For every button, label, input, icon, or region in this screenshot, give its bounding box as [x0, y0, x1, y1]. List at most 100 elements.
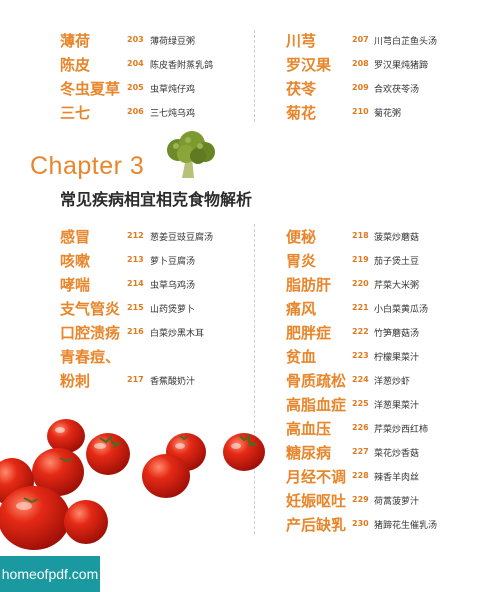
entry-name: 肥胖症 — [286, 324, 332, 342]
entry-name: 口腔溃疡 — [60, 324, 121, 342]
index-entry[interactable]: 支气管炎 215 山药煲萝卜 — [60, 298, 250, 322]
index-entry[interactable]: 糖尿病 227 菜花炒香菇 — [286, 442, 486, 466]
entry-recipe: 川芎白芷鱼头汤 — [374, 37, 438, 47]
index-entry[interactable]: 哮喘 214 虫草乌鸡汤 — [60, 274, 250, 298]
entry-page-number: 223 — [352, 351, 369, 360]
entry-recipe: 小白菜黄瓜汤 — [374, 305, 429, 315]
entry-name: 骨质疏松 — [286, 372, 347, 390]
entry-recipe: 柠檬果菜汁 — [374, 353, 420, 363]
entry-recipe: 荷蒿菠萝汁 — [374, 497, 420, 507]
entry-name: 罗汉果 — [286, 56, 332, 74]
entry-name: 胃炎 — [286, 252, 317, 270]
entry-recipe: 葱姜豆豉豆腐汤 — [150, 233, 214, 243]
entry-recipe: 罗汉果炖猪蹄 — [374, 61, 429, 71]
entry-page-number: 212 — [127, 231, 144, 240]
entry-name: 菊花 — [286, 104, 317, 122]
index-entry[interactable]: 骨质疏松 224 洋葱炒虾 — [286, 370, 486, 394]
index-entry[interactable]: 高脂血症 225 洋葱果菜汁 — [286, 394, 486, 418]
entry-recipe: 芹菜炒西红柿 — [374, 425, 429, 435]
broccoli-image — [167, 131, 215, 178]
entry-page-number: 226 — [352, 423, 369, 432]
entry-name: 茯苓 — [286, 80, 317, 98]
entry-recipe: 辣香羊肉丝 — [374, 473, 420, 483]
entry-name: 青春痘、 — [60, 348, 121, 366]
index-entry[interactable]: 陈皮 204 陈皮香附蒸乳鸽 — [60, 54, 250, 78]
index-entry[interactable]: 薄荷 203 薄荷绿豆粥 — [60, 30, 250, 54]
entry-recipe: 虫草乌鸡汤 — [150, 281, 196, 291]
entry-name: 月经不调 — [286, 468, 347, 486]
entry-recipe: 猪蹄花生催乳汤 — [374, 521, 438, 531]
entry-name: 粉刺 — [60, 372, 91, 390]
entry-page-number: 206 — [127, 107, 144, 116]
entry-page-number: 209 — [352, 83, 369, 92]
entry-name: 陈皮 — [60, 56, 91, 74]
entry-page-number: 204 — [127, 59, 144, 68]
entry-page-number: 227 — [352, 447, 369, 456]
chapter-label: Chapter 3 — [30, 152, 145, 180]
entry-name: 贫血 — [286, 348, 317, 366]
entry-page-number: 210 — [352, 107, 369, 116]
entry-page-number: 219 — [352, 255, 369, 264]
index-entry[interactable]: 口腔溃疡 216 白菜炒黑木耳 — [60, 322, 250, 346]
index-entry[interactable]: 痛风 221 小白菜黄瓜汤 — [286, 298, 486, 322]
disease-list-left: 感冒 212 葱姜豆豉豆腐汤咳嗽 213 萝卜豆腐汤哮喘 214 虫草乌鸡汤 支气管炎 215 山… — [60, 226, 250, 394]
entry-name: 糖尿病 — [286, 444, 332, 462]
entry-recipe: 茄子煲土豆 — [374, 257, 420, 267]
index-entry[interactable]: 菊花 210 菊花粥 — [286, 102, 486, 126]
entry-recipe: 山药煲萝卜 — [150, 305, 196, 315]
entry-name: 感冒 — [60, 228, 91, 246]
entry-page-number: 218 — [352, 231, 369, 240]
entry-name: 高脂血症 — [286, 396, 347, 414]
entry-name: 咳嗽 — [60, 252, 91, 270]
entry-page-number: 225 — [352, 399, 369, 408]
index-entry[interactable]: 妊娠呕吐 229 荷蒿菠萝汁 — [286, 490, 486, 514]
entry-recipe: 菠菜炒蘑菇 — [374, 233, 420, 243]
index-entry[interactable]: 三七 206 三七炖乌鸡 — [60, 102, 250, 126]
index-entry[interactable]: 川芎 207 川芎白芷鱼头汤 — [286, 30, 486, 54]
entry-page-number: 221 — [352, 303, 369, 312]
entry-recipe: 白菜炒黑木耳 — [150, 329, 205, 339]
index-entry[interactable]: 月经不调 228 辣香羊肉丝 — [286, 466, 486, 490]
index-entry[interactable]: 高血压 226 芹菜炒西红柿 — [286, 418, 486, 442]
entry-recipe: 洋葱炒虾 — [374, 377, 411, 387]
entry-name: 便秘 — [286, 228, 317, 246]
entry-page-number: 228 — [352, 471, 369, 480]
index-entry[interactable]: 胃炎 219 茄子煲土豆 — [286, 250, 486, 274]
entry-name: 脂肪肝 — [286, 276, 332, 294]
watermark-label: homeofpdf.com — [0, 556, 100, 592]
index-entry[interactable]: 粉刺 217 香蕉酸奶汁 — [60, 370, 250, 394]
entry-recipe: 合欢茯苓汤 — [374, 85, 420, 95]
entry-name: 哮喘 — [60, 276, 91, 294]
entry-name: 高血压 — [286, 420, 332, 438]
entry-recipe: 洋葱果菜汁 — [374, 401, 420, 411]
entry-page-number: 217 — [127, 375, 144, 384]
herb-list-right: 川芎 207 川芎白芷鱼头汤 罗汉果 208 罗汉果炖猪蹄 茯苓 209 合欢茯苓汤 菊花 210 菊… — [286, 30, 486, 126]
entry-recipe: 萝卜豆腐汤 — [150, 257, 196, 267]
index-entry[interactable]: 冬虫夏草 205 虫草炖仔鸡 — [60, 78, 250, 102]
entry-name: 薄荷 — [60, 32, 91, 50]
entry-page-number: 229 — [352, 495, 369, 504]
index-entry[interactable]: 罗汉果 208 罗汉果炖猪蹄 — [286, 54, 486, 78]
index-entry[interactable]: 咳嗽 213 萝卜豆腐汤 — [60, 250, 250, 274]
index-entry[interactable]: 感冒 212 葱姜豆豉豆腐汤 — [60, 226, 250, 250]
herb-list-left: 薄荷 203 薄荷绿豆粥 陈皮 204 陈皮香附蒸乳鸽 冬虫夏草 205 虫草炖仔鸡 三七 206 三… — [60, 30, 250, 126]
index-entry[interactable]: 脂肪肝 220 芹菜大米粥 — [286, 274, 486, 298]
entry-page-number: 216 — [127, 327, 144, 336]
index-entry[interactable]: 贫血 223 柠檬果菜汁 — [286, 346, 486, 370]
entry-name: 三七 — [60, 104, 91, 122]
disease-list-right: 便秘 218 菠菜炒蘑菇 胃炎 219 茄子煲土豆 脂肪肝 220 芹菜大米粥 痛风 221 小白菜黄… — [286, 226, 486, 538]
entry-recipe: 薄荷绿豆粥 — [150, 37, 196, 47]
index-entry[interactable]: 便秘 218 菠菜炒蘑菇 — [286, 226, 486, 250]
entry-page-number: 207 — [352, 35, 369, 44]
entry-page-number: 205 — [127, 83, 144, 92]
index-entry[interactable]: 产后缺乳 230 猪蹄花生催乳汤 — [286, 514, 486, 538]
entry-page-number: 213 — [127, 255, 144, 264]
divider-top — [254, 30, 255, 122]
index-entry[interactable]: 肥胖症 222 竹笋蘑菇汤 — [286, 322, 486, 346]
entry-page-number: 224 — [352, 375, 369, 384]
entry-page-number: 222 — [352, 327, 369, 336]
entry-recipe: 竹笋蘑菇汤 — [374, 329, 420, 339]
entry-name: 冬虫夏草 — [60, 80, 121, 98]
index-entry[interactable]: 青春痘、 — [60, 346, 250, 370]
index-entry[interactable]: 茯苓 209 合欢茯苓汤 — [286, 78, 486, 102]
